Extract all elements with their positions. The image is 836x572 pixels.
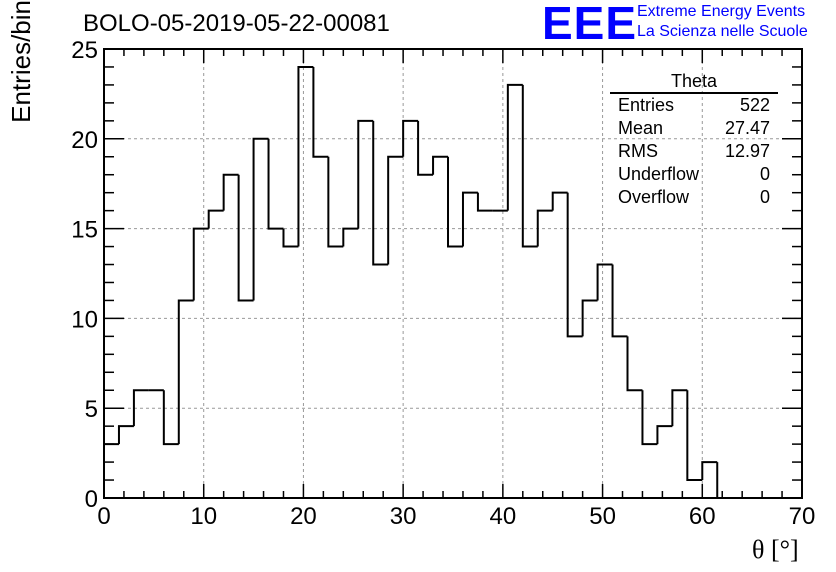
histogram-bin xyxy=(222,173,239,211)
x-tick-label: 70 xyxy=(789,503,816,530)
x-tick-label: 30 xyxy=(390,503,417,530)
stats-value: 0 xyxy=(759,164,770,184)
histogram-bin xyxy=(716,462,733,499)
histogram-bin xyxy=(237,174,254,302)
stats-label: Overflow xyxy=(618,187,690,207)
x-tick-label: 20 xyxy=(290,503,317,530)
x-tick-label: 0 xyxy=(97,503,110,530)
histogram-bin xyxy=(641,390,658,446)
x-tick-label: 50 xyxy=(589,503,616,530)
histogram-bin xyxy=(132,389,149,427)
histogram-bin xyxy=(207,209,224,229)
histogram-bin xyxy=(387,155,404,265)
histogram-bin xyxy=(671,389,688,427)
stats-row-overflow: Overflow 0 xyxy=(610,186,778,209)
axis-ticks xyxy=(103,48,803,499)
stats-row-rms: RMS 12.97 xyxy=(610,140,778,163)
histogram-bin xyxy=(177,299,194,445)
histogram-bin xyxy=(372,120,389,266)
x-tick-label: 40 xyxy=(490,503,517,530)
stats-label: Underflow xyxy=(618,164,700,184)
x-tick-label: 10 xyxy=(190,503,217,530)
x-tick-label: 60 xyxy=(689,503,716,530)
histogram-bin xyxy=(611,264,628,338)
x-axis-label: θ [°] xyxy=(752,535,799,564)
stats-value: 12.97 xyxy=(724,141,770,161)
histogram-bin xyxy=(297,65,314,247)
histogram-bin xyxy=(117,425,134,445)
stats-row-entries: Entries 522 xyxy=(610,94,778,117)
stats-label: RMS xyxy=(618,141,658,161)
logo-line-1: Extreme Energy Events xyxy=(637,3,806,20)
y-tick-label: 15 xyxy=(71,217,98,244)
histogram-bin xyxy=(551,191,568,211)
y-tick-label: 5 xyxy=(85,396,98,423)
histogram-bin xyxy=(656,425,673,445)
histogram-bin xyxy=(357,119,374,229)
logo-line-2: La Scienza nelle Scuole xyxy=(637,23,808,40)
histogram-bin xyxy=(536,209,553,247)
histogram-bin xyxy=(103,443,119,498)
histogram-bin xyxy=(402,119,419,157)
chart-title: BOLO-05-2019-05-22-00081 xyxy=(83,10,390,37)
y-tick-labels: 0 5 10 15 20 25 xyxy=(71,37,98,513)
histogram-bin xyxy=(581,299,598,337)
stats-title: Theta xyxy=(610,70,778,94)
y-tick-label: 10 xyxy=(71,306,98,333)
histogram-bin xyxy=(312,66,329,158)
stats-label: Entries xyxy=(618,95,675,115)
plot-frame xyxy=(103,48,803,499)
y-axis-label: Entries/bin xyxy=(6,0,36,123)
y-tick-label: 25 xyxy=(71,37,98,64)
logo-caption: Extreme Energy Events La Scienza nelle S… xyxy=(637,2,808,42)
stats-row-mean: Mean 27.47 xyxy=(610,117,778,140)
stats-row-underflow: Underflow 0 xyxy=(610,163,778,186)
histogram-bin xyxy=(417,120,434,176)
histogram-bin xyxy=(432,155,449,175)
stats-label: Mean xyxy=(618,118,664,138)
histogram-bin xyxy=(476,192,493,212)
x-tick-labels: 0 10 20 30 40 50 60 70 xyxy=(97,503,815,530)
histogram-bin xyxy=(447,156,463,248)
histogram-bin xyxy=(327,156,344,248)
histogram-bin xyxy=(192,227,209,301)
stats-value: 522 xyxy=(739,95,770,115)
stats-value: 0 xyxy=(759,187,770,207)
eee-logo: EEE xyxy=(542,0,638,49)
histogram-bin xyxy=(267,138,284,230)
histogram-bin xyxy=(282,228,299,248)
y-tick-label: 0 xyxy=(85,486,98,513)
histogram-bin xyxy=(596,263,613,301)
histogram-bin xyxy=(701,461,718,481)
histogram-bin xyxy=(626,336,643,392)
histogram-bin xyxy=(342,227,359,247)
y-tick-label: 20 xyxy=(71,127,98,154)
stats-box: Theta Entries 522 Mean 27.47 RMS 12.97 U… xyxy=(610,70,778,209)
histogram-bin xyxy=(162,390,179,446)
histogram-bin xyxy=(686,390,703,482)
histogram-bin xyxy=(461,191,478,247)
stats-value: 27.47 xyxy=(724,118,770,138)
histogram-bin xyxy=(566,192,583,338)
histogram-bin xyxy=(506,83,523,211)
histogram-bars xyxy=(103,65,793,499)
histogram-bin xyxy=(252,137,269,301)
histogram-bin xyxy=(521,84,538,248)
